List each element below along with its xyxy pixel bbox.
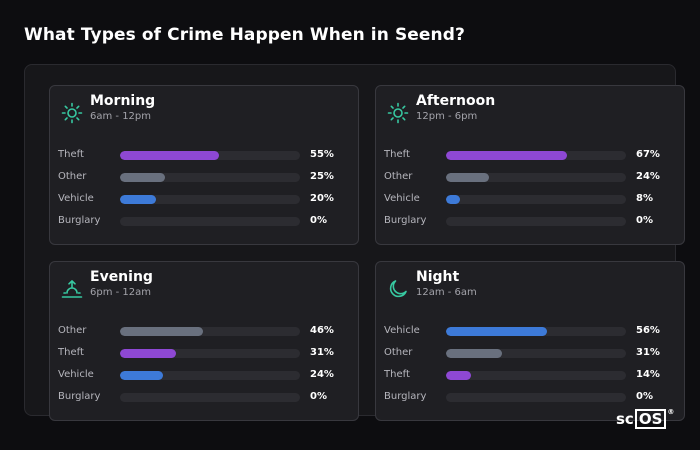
bar-row: Theft 31% [50,346,358,360]
bar-track [120,173,300,182]
bar-label: Theft [58,149,84,160]
card-title: Afternoon [416,93,496,109]
bar-value: 0% [636,391,653,402]
bar-label: Vehicle [58,369,94,380]
card-time-range: 12am - 6am [416,287,477,298]
bar-row: Vehicle 20% [50,192,358,206]
brand-boxed: OS [634,409,667,429]
card-time-range: 12pm - 6pm [416,111,478,122]
bar-value: 46% [310,325,334,336]
bar-fill [120,151,219,160]
card-title: Evening [90,269,153,285]
bar-row: Other 25% [50,170,358,184]
bar-value: 24% [310,369,334,380]
bar-label: Theft [384,149,410,160]
bar-fill [120,349,176,358]
bar-track [120,393,300,402]
sunset-icon [60,277,84,301]
bar-value: 31% [310,347,334,358]
bar-fill [120,371,164,380]
brand-logo: sc OS ® [616,408,674,430]
bar-row: Burglary 0% [376,390,684,404]
bar-row: Theft 55% [50,148,358,162]
bar-fill [120,173,165,182]
bar-row: Theft 67% [376,148,684,162]
bar-label: Burglary [384,391,427,402]
bar-track [446,217,626,226]
bar-track [446,349,626,358]
bar-track [120,371,300,380]
bar-label: Vehicle [58,193,94,204]
bar-value: 55% [310,149,334,160]
bar-fill [446,327,547,336]
bar-track [446,371,626,380]
bar-fill [120,327,203,336]
bar-row: Burglary 0% [50,214,358,228]
bar-fill [446,173,490,182]
bar-label: Vehicle [384,325,420,336]
sun-icon [386,101,410,125]
bar-value: 31% [636,347,660,358]
bar-value: 20% [310,193,334,204]
card-afternoon: Afternoon 12pm - 6pm Theft 67% Other 24%… [375,85,685,245]
brand-reg: ® [667,408,675,416]
bar-value: 24% [636,171,660,182]
card-time-range: 6am - 12pm [90,111,152,122]
bar-value: 8% [636,193,653,204]
page-title: What Types of Crime Happen When in Seend… [24,25,465,45]
bar-value: 0% [310,391,327,402]
bar-value: 14% [636,369,660,380]
bar-label: Other [384,171,413,182]
card-time-range: 6pm - 12am [90,287,152,298]
bar-fill [446,151,567,160]
brand-prefix: sc [616,410,634,428]
bar-row: Theft 14% [376,368,684,382]
bar-fill [120,195,156,204]
bar-track [120,151,300,160]
bar-label: Other [58,325,87,336]
sun-icon [60,101,84,125]
bar-label: Theft [58,347,84,358]
bar-row: Other 31% [376,346,684,360]
bar-track [446,151,626,160]
bar-label: Other [58,171,87,182]
card-morning: Morning 6am - 12pm Theft 55% Other 25% V… [49,85,359,245]
bar-row: Other 24% [376,170,684,184]
bar-fill [446,371,472,380]
bar-fill [446,349,502,358]
bar-label: Theft [384,369,410,380]
bar-label: Burglary [58,391,101,402]
bar-track [120,217,300,226]
bar-track [120,349,300,358]
bar-row: Burglary 0% [376,214,684,228]
card-title: Night [416,269,460,285]
bar-row: Vehicle 56% [376,324,684,338]
bar-row: Vehicle 24% [50,368,358,382]
bar-track [120,327,300,336]
bar-value: 67% [636,149,660,160]
bar-track [446,327,626,336]
bar-value: 56% [636,325,660,336]
bar-track [446,393,626,402]
bar-value: 25% [310,171,334,182]
card-evening: Evening 6pm - 12am Other 46% Theft 31% V… [49,261,359,421]
bar-track [446,195,626,204]
moon-icon [386,277,410,301]
bar-track [120,195,300,204]
bar-row: Burglary 0% [50,390,358,404]
bar-label: Burglary [384,215,427,226]
bar-row: Vehicle 8% [376,192,684,206]
bar-value: 0% [310,215,327,226]
bar-track [446,173,626,182]
bar-row: Other 46% [50,324,358,338]
bar-label: Burglary [58,215,101,226]
bar-fill [446,195,461,204]
card-title: Morning [90,93,156,109]
bar-value: 0% [636,215,653,226]
bar-label: Vehicle [384,193,420,204]
bar-label: Other [384,347,413,358]
card-night: Night 12am - 6am Vehicle 56% Other 31% T… [375,261,685,421]
